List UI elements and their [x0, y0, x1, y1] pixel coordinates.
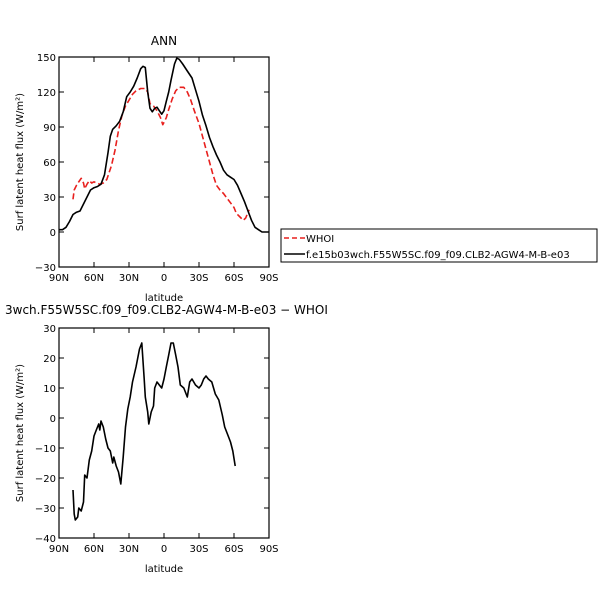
bottom-plot-frame [58, 327, 270, 539]
bottom-x-tick-label: 90N [49, 544, 69, 555]
top-title: ANN [151, 34, 177, 48]
legend-label-whoi: WHOI [306, 234, 334, 245]
top-plot-frame [58, 56, 270, 268]
top-x-tick-label: 90N [49, 273, 69, 284]
top-x-tick-label: 90S [259, 273, 278, 284]
top-y-tick-label: 30 [43, 193, 56, 204]
bottom-y-tick-label: 30 [43, 324, 56, 335]
top-x-tick-label: 60S [224, 273, 243, 284]
top-y-tick-label: 90 [43, 123, 56, 134]
bottom-x-tick-label: 90S [259, 544, 278, 555]
bottom-x-axis-label: latitude [145, 564, 183, 575]
bottom-y-tick-label: 0 [50, 414, 56, 425]
bottom-y-tick-label: −40 [35, 534, 56, 545]
top-y-tick-label: 60 [43, 158, 56, 169]
bottom-panel: 3wch.F55W5SC.f09_f09.CLB2-AGW4-M-B-e03 −… [5, 303, 328, 575]
top-y-axis-label: Surf latent heat flux (W/m²) [15, 93, 26, 231]
top-x-tick-label: 30S [189, 273, 208, 284]
top-y-tick-label: 0 [50, 228, 56, 239]
legend-box [280, 228, 598, 263]
bottom-x-tick-label: 60S [224, 544, 243, 555]
legend-label-model: f.e15b03wch.F55W5SC.f09_f09.CLB2-AGW4-M-… [306, 250, 570, 261]
bottom-x-tick-label: 30S [189, 544, 208, 555]
bottom-y-tick-label: −30 [35, 504, 56, 515]
top-legend: WHOI f.e15b03wch.F55W5SC.f09_f09.CLB2-AG… [280, 228, 598, 263]
bottom-y-tick-label: 10 [43, 384, 56, 395]
bottom-series-line-0 [72, 342, 236, 521]
bottom-x-tick-label: 60N [84, 544, 104, 555]
bottom-y-tick-label: −10 [35, 444, 56, 455]
bottom-ticks: 90N 60N 30N 0 30S 60S 90S −40 −30 −20 −10 0 10 20 30 [35, 324, 279, 555]
top-ticks: 90N 60N 30N 0 30S 60S 90S −30 0 30 60 90 120 150 [35, 53, 279, 284]
top-x-tick-label: 0 [161, 273, 167, 284]
top-x-tick-label: 30N [119, 273, 139, 284]
top-series [59, 57, 269, 233]
bottom-series [72, 342, 236, 521]
bottom-y-tick-label: −20 [35, 474, 56, 485]
top-x-axis-label: latitude [145, 293, 183, 304]
top-series-line-0 [72, 86, 250, 222]
top-panel: ANN 90N 60N 30N 0 30S 60S 90S−300306090120150 … [15, 34, 598, 304]
top-y-tick-label: 120 [37, 88, 56, 99]
top-y-tick-label: −30 [35, 263, 56, 274]
top-series-line-1 [59, 57, 269, 233]
bottom-x-tick-label: 30N [119, 544, 139, 555]
bottom-y-axis-label: Surf latent heat flux (W/m²) [15, 364, 26, 502]
bottom-title: 3wch.F55W5SC.f09_f09.CLB2-AGW4-M-B-e03 −… [5, 303, 328, 317]
bottom-y-tick-label: 20 [43, 354, 56, 365]
top-y-tick-label: 150 [37, 53, 56, 64]
top-x-tick-label: 60N [84, 273, 104, 284]
bottom-x-tick-label: 0 [161, 544, 167, 555]
